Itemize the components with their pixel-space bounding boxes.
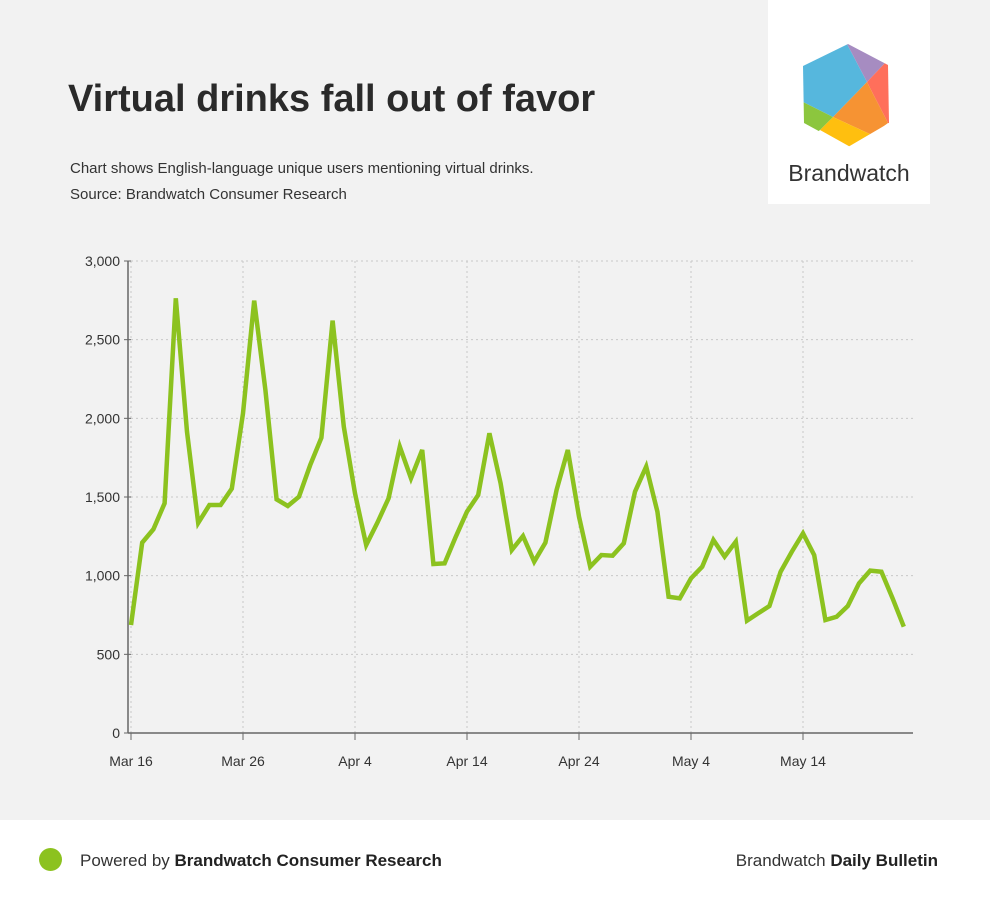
brandwatch-hexagon-icon	[803, 44, 889, 147]
x-tick-label: Apr 24	[558, 753, 599, 769]
x-tick-label: Mar 16	[109, 753, 153, 769]
chart-source: Source: Brandwatch Consumer Research	[70, 186, 347, 203]
y-tick-label: 2,500	[85, 332, 120, 348]
chart-title: Virtual drinks fall out of favor	[68, 78, 596, 120]
powered-brand: Brandwatch Consumer Research	[174, 851, 442, 870]
y-tick-label: 500	[97, 646, 121, 662]
y-tick-label: 0	[112, 725, 120, 741]
powered-by-text: Powered by Brandwatch Consumer Research	[80, 851, 442, 871]
y-tick-label: 2,000	[85, 410, 120, 426]
bulletin-prefix: Brandwatch	[735, 851, 826, 870]
brand-dot-icon	[39, 848, 62, 871]
line-chart: 0 500 1,000 1,500 2,000 2,500 3,000 Mar 16 Mar 2…	[85, 253, 913, 769]
logo-text: Brandwatch	[788, 160, 910, 186]
x-tick-label: Apr 14	[446, 753, 487, 769]
bulletin-title: Daily Bulletin	[830, 851, 938, 870]
series-line	[128, 298, 906, 628]
daily-bulletin-text: Brandwatch Daily Bulletin	[736, 851, 938, 871]
x-tick-label: Apr 4	[338, 753, 372, 769]
y-tick-label: 3,000	[85, 253, 120, 269]
y-tick-label: 1,000	[85, 568, 120, 584]
powered-prefix: Powered by	[80, 851, 170, 870]
chart-subtitle: Chart shows English-language unique user…	[70, 160, 534, 177]
y-tick-label: 1,500	[85, 489, 120, 505]
x-tick-label: May 14	[780, 753, 826, 769]
brandwatch-logo: Brandwatch	[768, 0, 930, 204]
x-tick-label: May 4	[672, 753, 710, 769]
x-tick-label: Mar 26	[221, 753, 265, 769]
